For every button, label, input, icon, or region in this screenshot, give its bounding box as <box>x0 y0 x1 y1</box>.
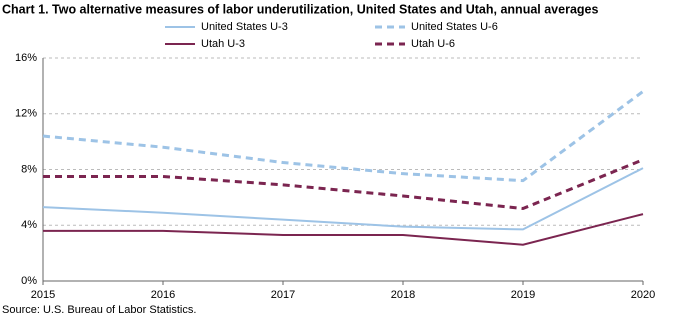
series-line <box>42 167 644 231</box>
y-tick-label: 12% <box>15 108 37 120</box>
x-tick-label: 2016 <box>151 289 175 301</box>
legend-label: Utah U-6 <box>411 38 455 50</box>
x-tick-label: 2018 <box>391 289 415 301</box>
x-tick-label: 2017 <box>271 289 295 301</box>
series-line <box>43 158 644 211</box>
legend-label: United States U-3 <box>201 21 288 33</box>
x-tick-label: 2020 <box>631 289 655 301</box>
legend-label: United States U-6 <box>411 21 498 33</box>
y-tick-label: 0% <box>21 275 37 287</box>
series-line <box>43 213 644 246</box>
y-tick-label: 16% <box>15 52 37 64</box>
series-line <box>42 90 644 183</box>
chart-title: Chart 1. Two alternative measures of lab… <box>2 2 598 16</box>
source-note: Source: U.S. Bureau of Labor Statistics. <box>2 304 196 316</box>
legend-label: Utah U-3 <box>201 38 245 50</box>
y-tick-label: 4% <box>21 219 37 231</box>
x-tick-label: 2015 <box>31 289 55 301</box>
x-tick-label: 2019 <box>511 289 535 301</box>
y-tick-label: 8% <box>21 163 37 175</box>
